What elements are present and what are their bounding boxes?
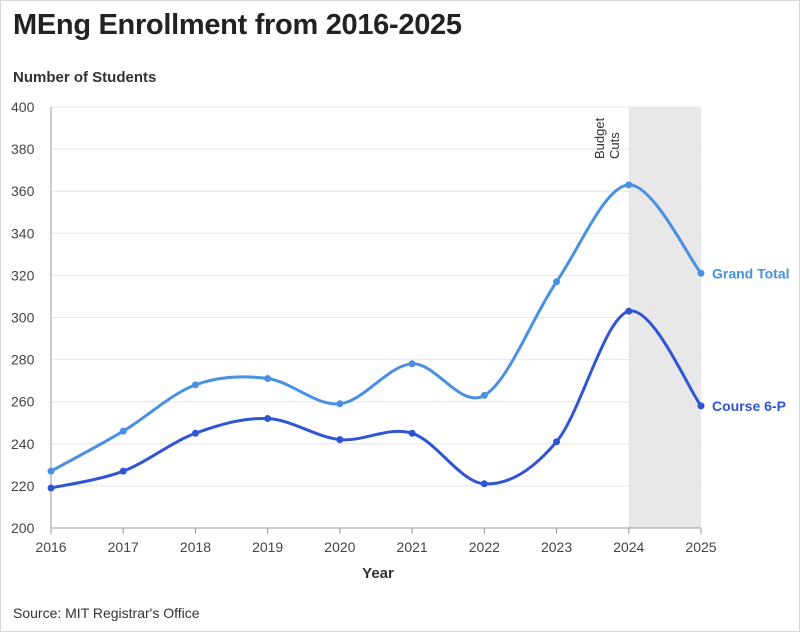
y-tick-label: 240: [11, 436, 35, 452]
data-point-course-6-p: [480, 480, 488, 488]
data-point-grand-total: [408, 360, 416, 368]
data-point-course-6-p: [47, 484, 55, 492]
x-tick-label: 2025: [685, 539, 716, 555]
y-tick-label: 200: [11, 520, 35, 536]
x-axis-title: Year: [362, 565, 394, 582]
y-tick-label: 400: [11, 99, 35, 115]
chart-svg: 200 220 240 260 280 300 320 340 360 380 400 2016 20…: [11, 99, 790, 582]
source-note: Source: MIT Registrar's Office: [13, 605, 200, 621]
data-point-grand-total: [625, 181, 633, 189]
data-point-grand-total: [119, 427, 127, 435]
y-tick-label: 280: [11, 352, 35, 368]
data-point-course-6-p: [264, 415, 272, 423]
data-point-course-6-p: [336, 436, 344, 444]
data-point-grand-total: [336, 400, 344, 408]
y-tick-label: 300: [11, 310, 35, 326]
budget-cuts-annotation: Cuts: [607, 132, 622, 159]
x-tick-label: 2016: [35, 539, 66, 555]
x-tick-label: 2018: [180, 539, 211, 555]
x-tick-label: 2017: [108, 539, 139, 555]
data-point-course-6-p: [697, 402, 705, 410]
data-point-grand-total: [47, 467, 55, 475]
data-point-course-6-p: [119, 467, 127, 475]
x-tick-label: 2021: [397, 539, 428, 555]
data-point-course-6-p: [625, 307, 633, 315]
budget-cuts-annotation: Budget: [592, 117, 607, 159]
data-point-grand-total: [191, 381, 199, 389]
data-point-grand-total: [553, 278, 561, 286]
y-axis-title: Number of Students: [13, 69, 157, 86]
chart-title: MEng Enrollment from 2016-2025: [13, 9, 462, 41]
series-label-course-6-p: Course 6-P: [712, 398, 786, 414]
series-line-grand-total: [49, 183, 703, 473]
y-tick-label: 320: [11, 267, 35, 283]
y-tick-label: 340: [11, 225, 35, 241]
y-tick-label: 220: [11, 478, 35, 494]
series-label-grand-total: Grand Total: [712, 265, 790, 281]
y-tick-label: 360: [11, 183, 35, 199]
x-tick-label: 2023: [541, 539, 572, 555]
x-tick-label: 2020: [324, 539, 355, 555]
x-tick-label: 2019: [252, 539, 283, 555]
data-point-course-6-p: [553, 438, 561, 446]
data-point-course-6-p: [408, 429, 416, 437]
data-point-grand-total: [480, 391, 488, 399]
series-line-course-6-p: [49, 309, 703, 490]
data-point-grand-total: [697, 269, 705, 277]
y-tick-label: 260: [11, 394, 35, 410]
y-tick-label: 380: [11, 141, 35, 157]
x-tick-label: 2024: [613, 539, 644, 555]
x-tick-label: 2022: [469, 539, 500, 555]
data-point-course-6-p: [191, 429, 199, 437]
data-point-grand-total: [264, 375, 272, 383]
